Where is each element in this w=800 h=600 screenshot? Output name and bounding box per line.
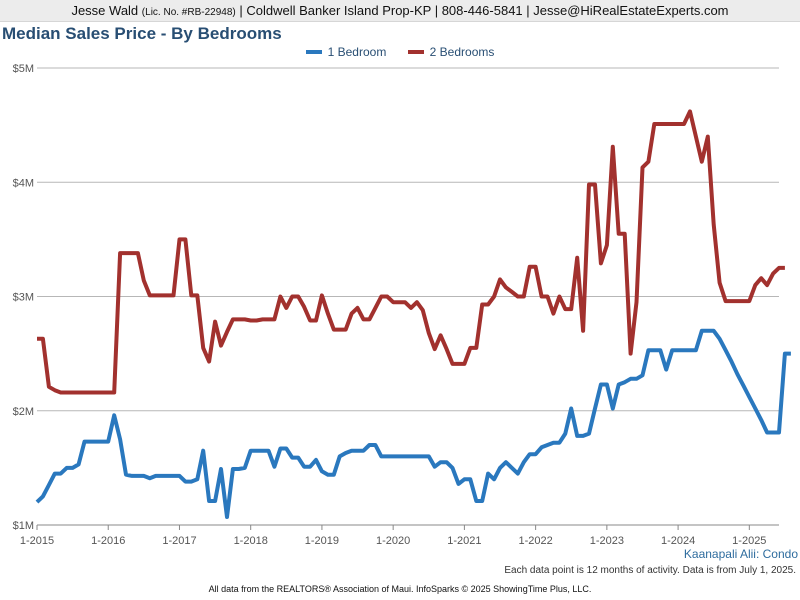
legend-swatch-2-bedrooms	[407, 49, 424, 54]
x-tick-label: 1-2020	[376, 535, 410, 547]
license-number: (Lic. No. #RB-22948)	[141, 7, 236, 18]
y-tick-label: $1M	[13, 520, 34, 532]
x-tick-label: 1-2019	[305, 535, 339, 547]
x-tick-label: 1-2023	[590, 535, 624, 547]
series-line-1-bedroom	[35, 328, 791, 519]
chart-title: Median Sales Price - By Bedrooms	[2, 24, 282, 43]
region-label: Kaanapali Alii: Condo	[683, 547, 798, 561]
y-tick-label: $4M	[13, 177, 34, 189]
y-tick-label: $3M	[13, 292, 34, 304]
agent-header: Jesse Wald (Lic. No. #RB-22948) | Coldwe…	[0, 0, 800, 22]
legend-item-1-bedroom[interactable]: 1 Bedroom	[305, 45, 387, 59]
series-line-2-bedrooms	[37, 109, 785, 395]
x-tick-label: 1-2017	[162, 535, 196, 547]
x-tick-label: 1-2016	[91, 535, 125, 547]
x-tick-label: 1-2021	[447, 535, 481, 547]
x-tick-label: 1-2018	[234, 535, 268, 547]
agent-contact: | Coldwell Banker Island Prop-KP | 808-4…	[239, 3, 729, 18]
footer-credit: All data from the REALTORS® Association …	[208, 584, 592, 594]
legend-label-2-bedrooms: 2 Bedrooms	[429, 45, 495, 59]
y-tick-label: $2M	[13, 406, 34, 418]
legend-item-2-bedrooms[interactable]: 2 Bedrooms	[407, 45, 495, 59]
x-tick-label: 1-2022	[518, 535, 552, 547]
agent-name: Jesse Wald	[71, 3, 139, 18]
data-note: Each data point is 12 months of activity…	[504, 565, 796, 576]
x-tick-label: 1-2024	[661, 535, 695, 547]
x-tick-label: 1-2015	[20, 535, 54, 547]
x-tick-label: 1-2025	[732, 535, 766, 547]
legend-swatch-1-bedroom	[305, 49, 322, 54]
legend-label-1-bedroom: 1 Bedroom	[327, 45, 387, 59]
chart-legend: 1 Bedroom 2 Bedrooms	[0, 45, 800, 59]
y-tick-label: $5M	[13, 63, 34, 75]
